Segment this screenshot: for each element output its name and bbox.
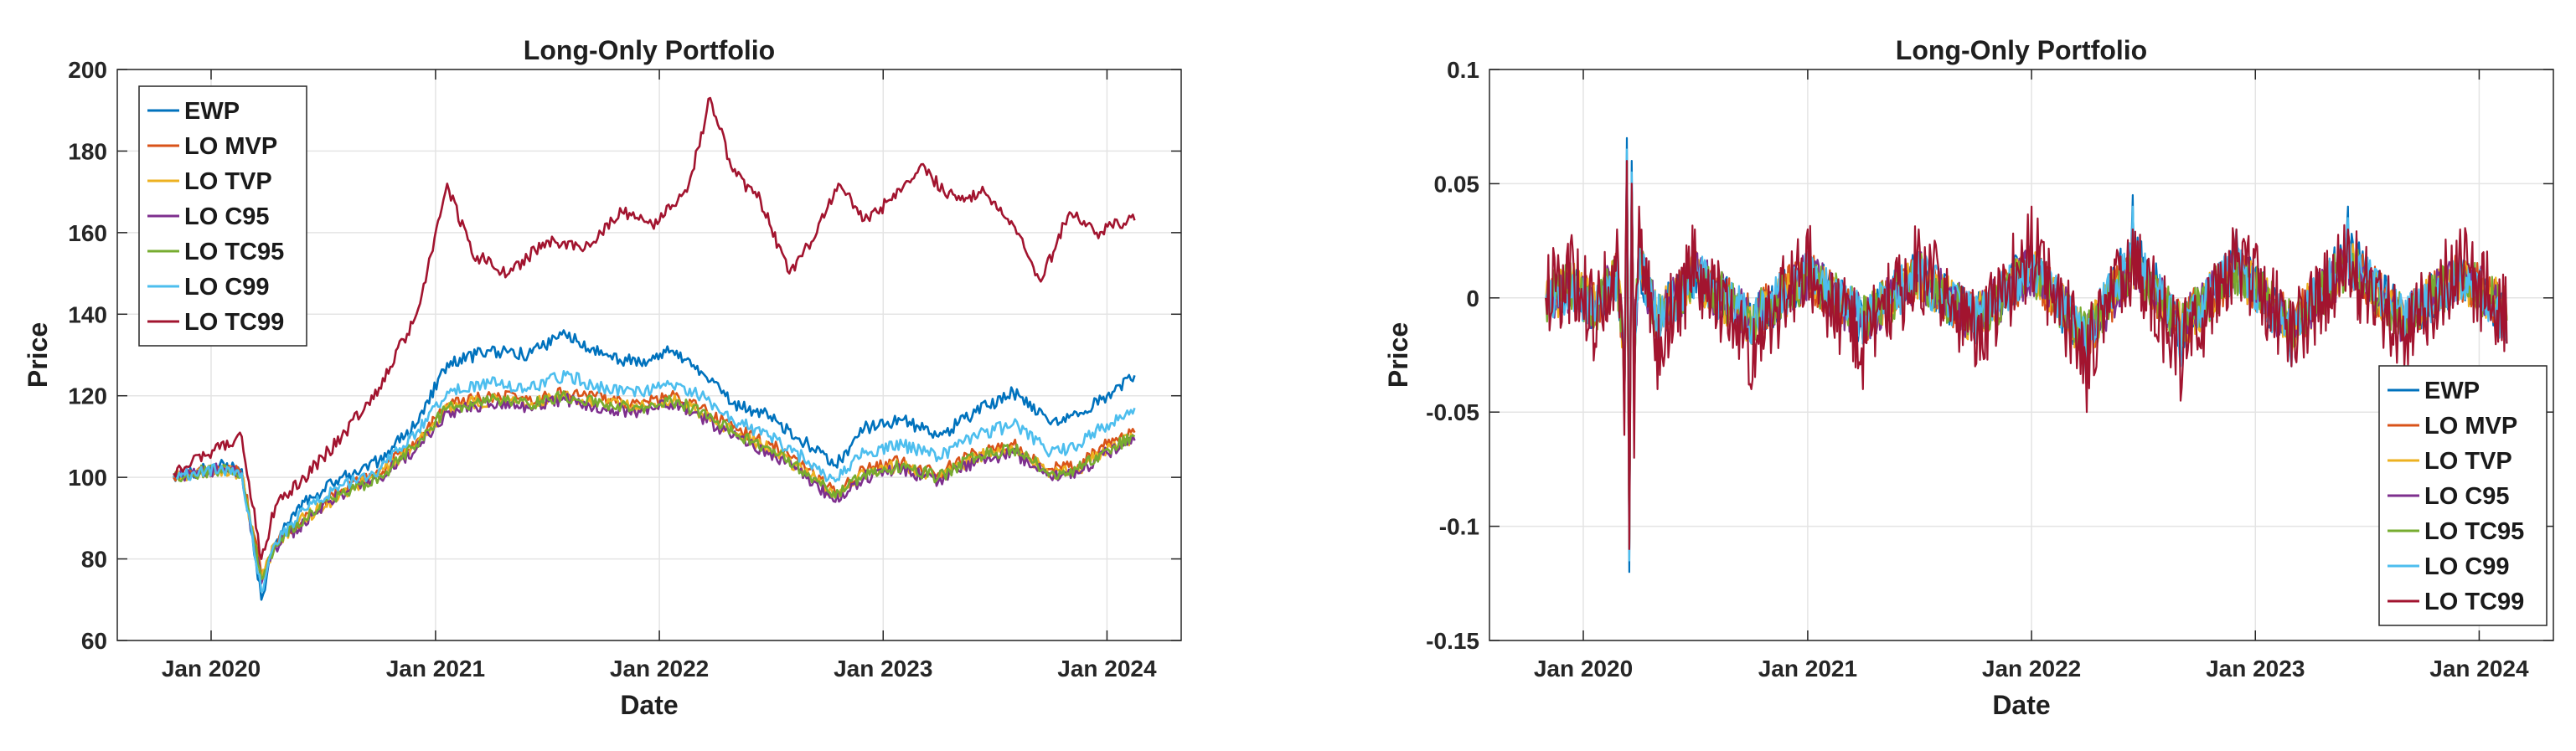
legend-label-lo-c95: LO C95 xyxy=(184,203,270,230)
legend-label-lo-c95: LO C95 xyxy=(2424,483,2510,510)
y-tick-label: 160 xyxy=(68,220,107,246)
y-tick-label: 120 xyxy=(68,383,107,409)
legend-label-ewp: EWP xyxy=(2424,378,2480,404)
legend-label-lo-tc95: LO TC95 xyxy=(2424,518,2524,545)
y-tick-label: 180 xyxy=(68,138,107,164)
legend: EWP LO MVP LO TVP LO C95 LO TC95 LO C99 LO TC9… xyxy=(138,85,307,347)
y-tick-label: 0.05 xyxy=(1434,171,1480,197)
x-tick-label: Jan 2022 xyxy=(610,656,709,682)
x-tick-label: Jan 2020 xyxy=(1534,656,1633,682)
y-axis-label: Price xyxy=(23,322,53,388)
legend-label-lo-tc95: LO TC95 xyxy=(184,239,284,265)
y-tick-label: -0.15 xyxy=(1426,628,1479,654)
chart-title: Long-Only Portfolio xyxy=(524,35,775,65)
legend-label-lo-tc99: LO TC99 xyxy=(184,309,284,336)
axes-frame xyxy=(116,69,1182,641)
series-line-lo-tc95 xyxy=(173,390,1136,581)
y-tick-label: -0.1 xyxy=(1439,514,1479,540)
chart-panel-1: 60 80 100 120 140 160 180 200 Jan 2020 Jan 2021 Ja… xyxy=(23,35,1182,720)
series-line-lo-c99 xyxy=(173,370,1136,593)
y-tick-label: 80 xyxy=(81,547,107,573)
legend-label-lo-c99: LO C99 xyxy=(2424,553,2510,580)
plot-area xyxy=(1489,69,2553,640)
series-line-lo-mvp xyxy=(173,386,1136,577)
x-tick-label: Jan 2023 xyxy=(834,656,932,682)
y-tick-label: 0 xyxy=(1466,285,1479,311)
x-tick-label: Jan 2020 xyxy=(162,656,261,682)
legend-label-lo-tvp: LO TVP xyxy=(184,168,272,195)
series-line-lo-c95 xyxy=(173,393,1136,585)
series-line-lo-tc99 xyxy=(1545,160,2508,550)
x-tick-label: Jan 2022 xyxy=(1982,656,2081,682)
legend-label-lo-mvp: LO MVP xyxy=(184,133,277,160)
legend-label-lo-c99: LO C99 xyxy=(184,274,270,301)
y-axis-label: Price xyxy=(1383,322,1413,388)
x-tick-label: Jan 2021 xyxy=(1758,656,1857,682)
x-axis-label: Date xyxy=(620,690,678,720)
y-tick-label: -0.05 xyxy=(1426,399,1479,425)
legend: EWP LO MVP LO TVP LO C95 LO TC95 LO C99 LO TC9… xyxy=(2378,365,2548,626)
legend-label-ewp: EWP xyxy=(184,98,240,125)
x-axis-label: Date xyxy=(1992,690,2050,720)
x-tick-label: Jan 2024 xyxy=(1057,656,1157,682)
series-line-ewp xyxy=(173,329,1136,601)
legend-label-lo-mvp: LO MVP xyxy=(2424,413,2517,440)
y-tick-label: 60 xyxy=(81,628,107,654)
y-tick-label: 140 xyxy=(68,301,107,327)
legend-label-lo-tc99: LO TC99 xyxy=(2424,589,2524,615)
axes-frame xyxy=(1489,69,2554,641)
y-tick-label: 100 xyxy=(68,465,107,491)
y-tick-label: 200 xyxy=(68,57,107,83)
series-line-lo-tc99 xyxy=(173,96,1136,560)
legend-label-lo-tvp: LO TVP xyxy=(2424,448,2512,475)
chart-panel-2: -0.15 -0.1 -0.05 0 0.05 0.1 Jan 2020 Jan 2021 Ja… xyxy=(1383,35,2554,720)
y-tick-label: 0.1 xyxy=(1447,57,1479,83)
x-tick-label: Jan 2021 xyxy=(386,656,485,682)
chart-title: Long-Only Portfolio xyxy=(1896,35,2147,65)
x-tick-label: Jan 2024 xyxy=(2429,656,2529,682)
x-tick-label: Jan 2023 xyxy=(2206,656,2305,682)
